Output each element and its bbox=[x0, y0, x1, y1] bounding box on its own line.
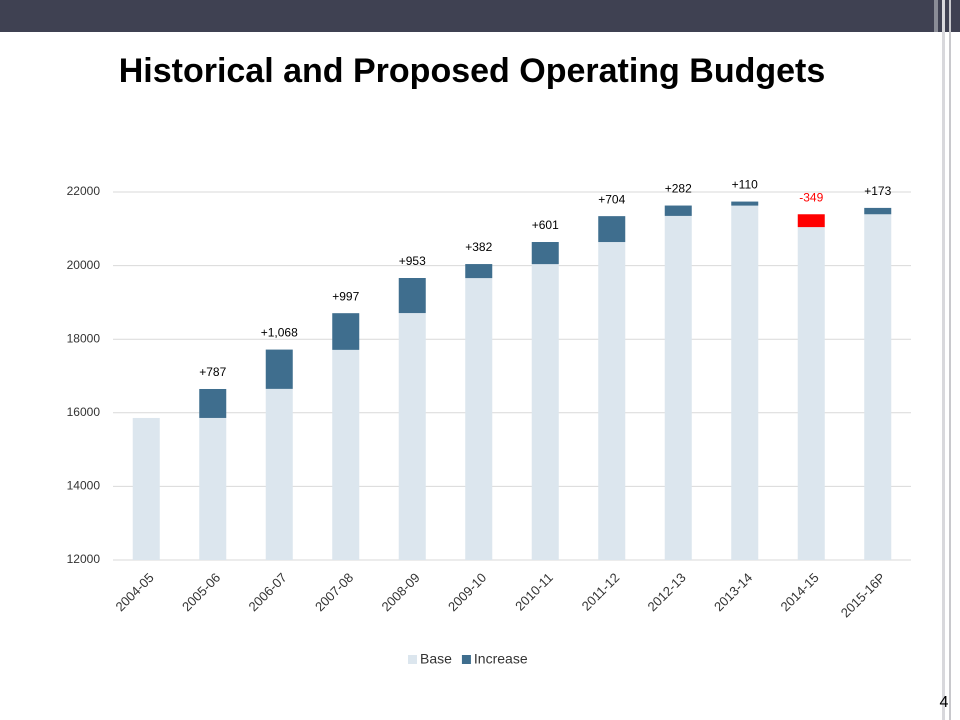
value-label: +601 bbox=[532, 218, 559, 232]
side-stripe bbox=[949, 0, 951, 720]
y-tick-label: 12000 bbox=[67, 552, 101, 566]
y-tick-label: 22000 bbox=[67, 184, 101, 198]
x-tick-label: 2004-05 bbox=[112, 570, 156, 614]
y-tick-label: 20000 bbox=[67, 258, 101, 272]
value-label: +787 bbox=[199, 365, 226, 379]
legend-label: Base bbox=[420, 651, 452, 667]
x-tick-label: 2015-16P bbox=[838, 570, 888, 620]
bar-segment bbox=[797, 227, 825, 561]
bar-segment bbox=[465, 264, 493, 279]
bar-segment bbox=[199, 417, 227, 560]
x-tick-label: 2012-13 bbox=[644, 570, 688, 614]
bar-segment bbox=[598, 242, 626, 560]
value-label: +110 bbox=[732, 178, 758, 192]
page-number: 4 bbox=[940, 694, 949, 711]
x-tick-label: 2007-08 bbox=[312, 570, 356, 614]
side-stripe bbox=[942, 0, 945, 720]
bar-segment bbox=[332, 313, 360, 350]
bar-segment bbox=[132, 417, 160, 560]
value-label: +704 bbox=[598, 192, 625, 206]
value-label: +282 bbox=[665, 182, 692, 196]
bar-segment bbox=[864, 207, 892, 215]
x-tick-label: 2013-14 bbox=[711, 570, 755, 614]
bar-segment bbox=[731, 201, 759, 206]
x-tick-label: 2008-09 bbox=[378, 570, 422, 614]
y-tick-label: 14000 bbox=[67, 479, 101, 493]
value-label: +1,068 bbox=[261, 326, 298, 340]
value-label: -349 bbox=[799, 190, 823, 204]
bar-segment bbox=[797, 214, 825, 228]
bar-segment bbox=[531, 242, 559, 265]
y-tick-label: 18000 bbox=[67, 331, 101, 345]
bar-segment bbox=[265, 388, 293, 560]
x-tick-label: 2014-15 bbox=[777, 570, 821, 614]
value-label: +953 bbox=[399, 254, 426, 268]
value-label: +173 bbox=[864, 184, 891, 198]
bar-segment bbox=[465, 278, 493, 560]
legend-label: Increase bbox=[474, 651, 528, 667]
chart-title: Historical and Proposed Operating Budget… bbox=[119, 52, 826, 90]
value-label: +997 bbox=[332, 289, 359, 303]
bar-segment bbox=[664, 215, 692, 561]
x-tick-label: 2005-06 bbox=[179, 570, 223, 614]
x-tick-label: 2011-12 bbox=[579, 570, 623, 614]
bar-segment bbox=[531, 264, 559, 560]
bar-segment bbox=[664, 205, 692, 216]
bar-segment bbox=[398, 313, 426, 560]
bar-segment bbox=[731, 205, 759, 560]
bar-segment bbox=[598, 216, 626, 243]
header-band bbox=[0, 0, 960, 32]
legend-swatch bbox=[461, 655, 471, 664]
x-tick-label: 2010-11 bbox=[512, 570, 556, 614]
bar-segment bbox=[265, 349, 293, 389]
x-tick-label: 2009-10 bbox=[445, 570, 489, 614]
bar-segment bbox=[864, 214, 892, 560]
bar-segment bbox=[398, 278, 426, 314]
y-tick-label: 16000 bbox=[67, 405, 101, 419]
value-label: +382 bbox=[465, 240, 492, 254]
bar-segment bbox=[199, 388, 227, 418]
legend-swatch bbox=[408, 655, 417, 664]
header-stripe bbox=[934, 0, 938, 32]
bar-segment bbox=[332, 349, 360, 560]
x-tick-label: 2006-07 bbox=[245, 570, 289, 614]
